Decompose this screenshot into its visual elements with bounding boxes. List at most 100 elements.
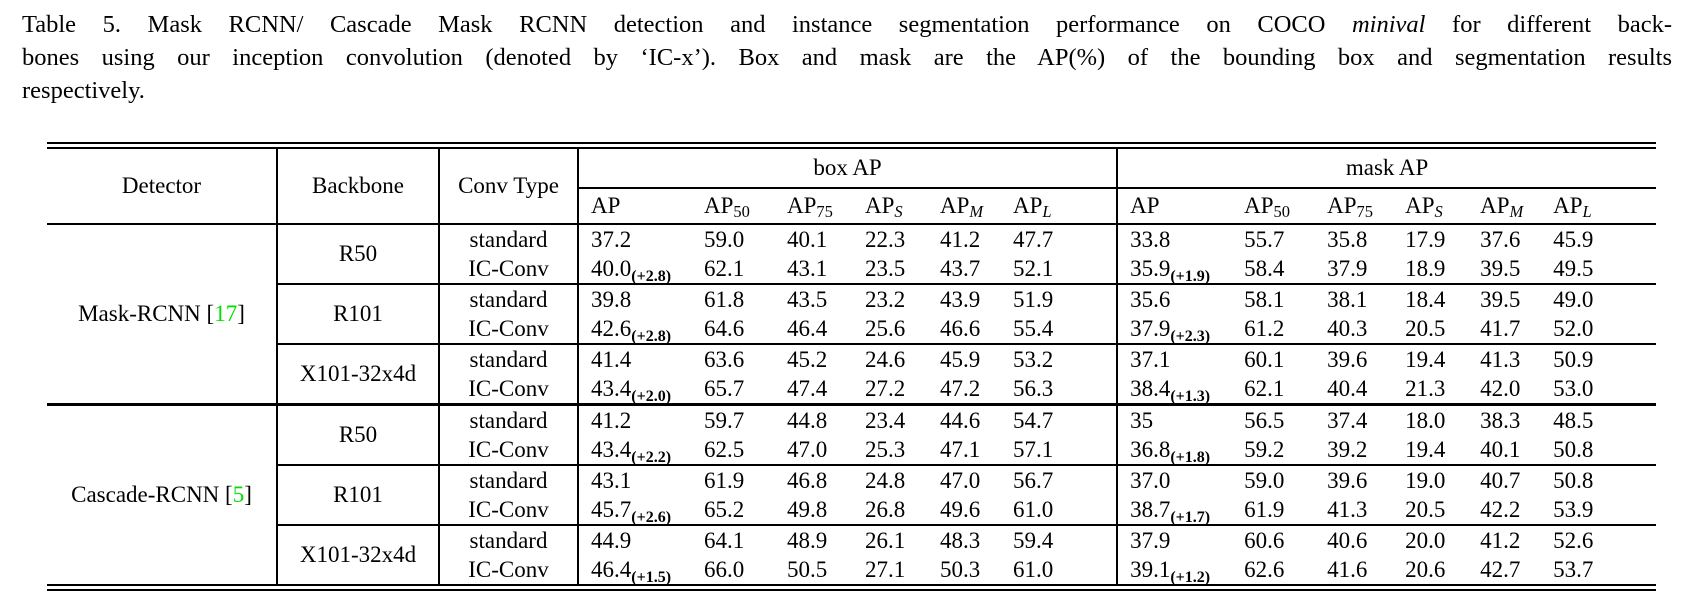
metric-cell: 40.6 [1315,524,1394,555]
backbone-cell: R101 [277,283,440,344]
metric-cell: 61.2 [1244,315,1285,341]
metric-cell: 53.7 [1553,556,1594,582]
metric-cell: 62.6 [1244,556,1285,582]
metric-cell: 39.6 [1315,464,1394,495]
metric-cell: 62.1 [704,255,745,281]
table-row: IC-Conv 43.4(+2.2) 62.5 47.0 25.3 47.1 5… [47,435,1656,465]
metric-cell: 37.2 [591,226,632,252]
gain-badge: (+2.3) [1170,327,1211,344]
conv-type-cell: IC-Conv [439,254,579,284]
metric-cell: 35.9(+1.9) [1130,255,1211,285]
caption-line-3: respectively. [22,77,145,104]
metric-cell: 35.6 [1117,283,1233,314]
metric-cell: 46.4 [787,315,828,341]
metric-cell: 40.3 [1327,315,1368,341]
conv-type-cell: IC-Conv [439,314,579,344]
metric-cell: 38.1 [1315,283,1394,314]
gain-badge: (+2.2) [631,448,672,465]
gain-badge: (+2.8) [631,327,672,344]
gain-badge: (+2.8) [631,267,672,284]
table-row: IC-Conv 46.4(+1.5) 66.0 50.5 27.1 50.3 6… [47,555,1656,584]
metric-cell: 50.5 [787,556,828,582]
header-group-row: Detector Backbone Conv Type box AP mask … [47,149,1657,225]
header-box-ap-group: box AP [578,149,1119,189]
metric-cell: 59.0 [704,226,745,252]
detector-cell: Cascade-RCNN [5] [47,403,278,584]
metric-cell: 43.4(+2.0) [591,375,672,405]
gain-badge: (+1.2) [1170,568,1211,584]
metric-cell: 39.5 [1480,255,1521,281]
table-row: R101 standard 39.8 61.8 43.5 23.2 43.9 5… [47,283,1657,344]
metric-cell: 47.0 [787,436,828,462]
metric-cell: 66.0 [704,556,745,582]
citation-link[interactable]: 17 [214,301,238,326]
metric-cell: 53.0 [1553,375,1594,401]
gain-badge: (+1.7) [1170,508,1211,525]
gain-badge: (+1.3) [1170,387,1211,405]
metric-cell: 24.8 [853,464,928,495]
conv-type-cell: IC-Conv [439,555,579,584]
metric-cell: 46.6 [940,315,981,341]
gain-badge: (+2.6) [631,508,672,525]
metric-cell: 27.2 [865,375,906,401]
metric-cell: 19.0 [1393,464,1469,495]
header-mask-apm: APM [1468,188,1542,225]
conv-type-cell: standard [439,343,579,374]
metric-cell: 41.2 [940,226,981,252]
metric-cell: 64.6 [704,315,745,341]
detector-cell: Mask-RCNN [17] [47,224,278,405]
metric-cell: 61.9 [692,464,775,495]
metric-cell: 18.0 [1393,403,1469,435]
metric-cell: 20.5 [1405,315,1446,341]
backbone-cell: X101-32x4d [277,343,440,405]
metric-cell: 52.6 [1541,524,1657,555]
metric-cell: 57.1 [1001,435,1119,465]
metric-cell: 56.7 [1001,464,1119,495]
header-metric-row: AP AP50 AP75 APS APM APL AP AP50 AP75 AP… [47,188,1657,225]
metric-cell: 39.8 [578,283,692,314]
metric-cell: 39.6 [1315,343,1394,374]
metric-cell: 20.5 [1405,496,1446,522]
metric-cell: 43.9 [928,283,1001,314]
citation-link[interactable]: 5 [232,482,245,507]
metric-cell: 37.6 [1480,226,1521,252]
metric-cell: 59.7 [692,403,775,435]
table-row: IC-Conv 45.7(+2.6) 65.2 49.8 26.8 49.6 6… [47,495,1656,525]
metric-cell: 35.8 [1327,226,1368,252]
metric-cell: 19.4 [1393,343,1469,374]
table-row: X101-32x4d standard 41.4 63.6 45.2 24.6 … [47,343,1657,405]
metric-cell: 18.9 [1405,255,1446,281]
metric-cell: 39.5 [1468,283,1542,314]
metric-cell: 51.9 [1001,283,1119,314]
metric-cell: 20.0 [1393,524,1469,555]
table-row: X101-32x4d standard 44.9 64.1 48.9 26.1 … [47,524,1657,584]
metric-cell: 48.5 [1541,403,1657,435]
metric-cell: 59.2 [1244,436,1285,462]
metric-cell: 62.5 [704,436,745,462]
metric-cell: 25.6 [865,315,906,341]
metric-cell: 49.0 [1541,283,1657,314]
metric-cell: 40.0(+2.8) [591,255,672,285]
backbone-cell: R50 [277,403,440,465]
header-box-ap50: AP50 [692,188,775,225]
table-top-rule [47,142,1656,149]
metric-cell: 23.5 [865,255,906,281]
metric-cell: 47.4 [787,375,828,401]
table-row: IC-Conv 42.6(+2.8) 64.6 46.4 25.6 46.6 5… [47,314,1656,344]
metric-cell: 18.4 [1393,283,1469,314]
header-mask-aps: APS [1393,188,1469,225]
conv-type-cell: standard [439,283,579,314]
backbone-cell: X101-32x4d [277,524,440,584]
metric-cell: 47.0 [928,464,1001,495]
header-box-aps: APS [853,188,928,225]
metric-cell: 41.7 [1480,315,1521,341]
metric-cell: 38.7(+1.7) [1130,496,1211,526]
header-box-apl: APL [1001,188,1119,225]
conv-type-cell: IC-Conv [439,435,579,465]
metric-cell: 60.6 [1232,524,1316,555]
metric-cell: 37.1 [1117,343,1233,374]
table-row: IC-Conv 43.4(+2.0) 65.7 47.4 27.2 47.2 5… [47,374,1656,405]
detector-label: Mask-RCNN [ [78,301,215,326]
metric-cell: 45.7(+2.6) [591,496,672,526]
detector-label: Cascade-RCNN [ [71,482,233,507]
